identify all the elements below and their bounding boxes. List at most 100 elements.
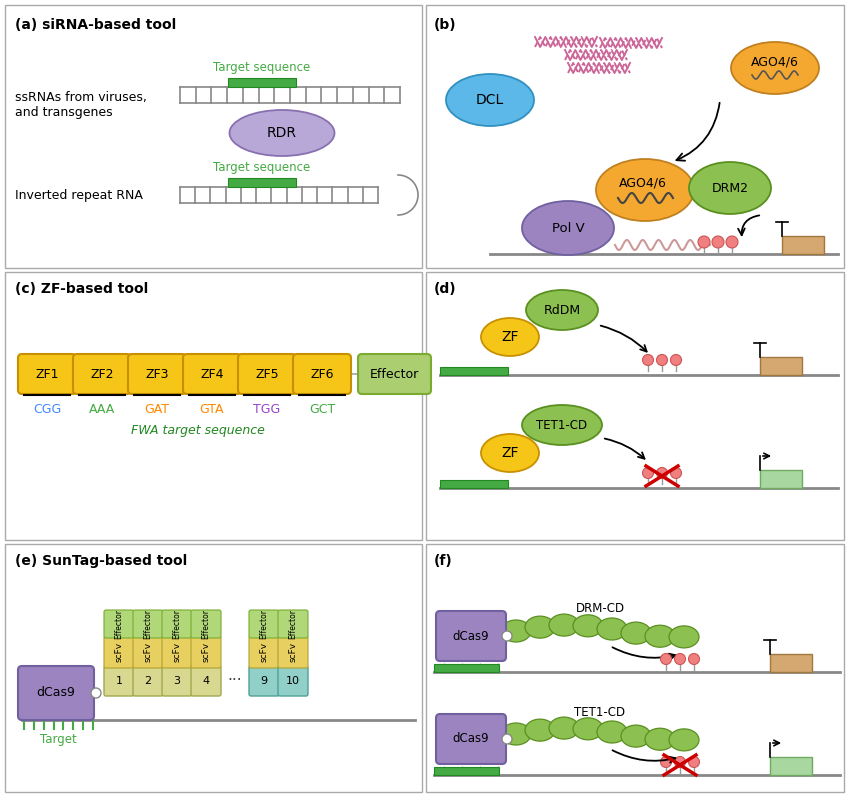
Ellipse shape: [689, 162, 771, 214]
FancyBboxPatch shape: [18, 666, 94, 720]
Bar: [440, 480, 508, 488]
Bar: [770, 654, 812, 672]
FancyBboxPatch shape: [162, 666, 192, 696]
Ellipse shape: [645, 625, 675, 647]
Text: Effector: Effector: [115, 609, 123, 639]
FancyBboxPatch shape: [238, 354, 296, 394]
Ellipse shape: [481, 318, 539, 356]
Text: TGG: TGG: [253, 402, 280, 415]
Ellipse shape: [597, 618, 627, 640]
Text: 1: 1: [116, 676, 122, 686]
Text: scFv: scFv: [173, 642, 182, 662]
Text: Pol V: Pol V: [552, 222, 584, 234]
Circle shape: [643, 468, 654, 478]
Text: TET1-CD: TET1-CD: [536, 418, 587, 431]
Bar: [228, 78, 296, 87]
Text: scFv: scFv: [259, 642, 269, 662]
Text: dCas9: dCas9: [453, 630, 490, 642]
Text: ···: ···: [228, 673, 242, 689]
FancyBboxPatch shape: [104, 610, 134, 638]
FancyBboxPatch shape: [358, 354, 431, 394]
Text: (e) SunTag-based tool: (e) SunTag-based tool: [15, 554, 187, 568]
Text: (a) siRNA-based tool: (a) siRNA-based tool: [15, 18, 176, 32]
Text: ssRNAs from viruses,
and transgenes: ssRNAs from viruses, and transgenes: [15, 91, 147, 119]
Text: 10: 10: [286, 676, 300, 686]
FancyBboxPatch shape: [183, 354, 241, 394]
Text: scFv: scFv: [201, 642, 211, 662]
Ellipse shape: [731, 42, 819, 94]
Circle shape: [688, 654, 700, 665]
Text: ZF: ZF: [502, 446, 518, 460]
Text: Effector: Effector: [201, 609, 211, 639]
Text: FWA target sequence: FWA target sequence: [131, 423, 265, 437]
Text: ZF5: ZF5: [255, 367, 279, 380]
Ellipse shape: [522, 405, 602, 445]
Text: scFv: scFv: [144, 642, 152, 662]
Circle shape: [698, 236, 710, 248]
Bar: [434, 767, 499, 775]
Circle shape: [656, 468, 667, 478]
FancyBboxPatch shape: [191, 666, 221, 696]
Text: ZF1: ZF1: [35, 367, 59, 380]
Text: AAA: AAA: [89, 402, 115, 415]
Ellipse shape: [446, 74, 534, 126]
Text: dCas9: dCas9: [37, 686, 76, 700]
Text: ZF: ZF: [502, 330, 518, 344]
Text: (b): (b): [434, 18, 456, 32]
FancyBboxPatch shape: [18, 354, 76, 394]
Ellipse shape: [549, 614, 579, 636]
Text: dCas9: dCas9: [453, 732, 490, 745]
Ellipse shape: [526, 290, 598, 330]
Text: 2: 2: [144, 676, 151, 686]
Text: DRM-CD: DRM-CD: [575, 603, 625, 615]
Circle shape: [643, 355, 654, 366]
Bar: [434, 664, 499, 672]
Text: (f): (f): [434, 554, 453, 568]
FancyBboxPatch shape: [293, 354, 351, 394]
Ellipse shape: [481, 434, 539, 472]
Text: (d): (d): [434, 282, 456, 296]
FancyBboxPatch shape: [104, 666, 134, 696]
Bar: [440, 367, 508, 375]
Circle shape: [91, 688, 101, 698]
Text: 3: 3: [173, 676, 180, 686]
Text: Target: Target: [40, 733, 76, 747]
Bar: [770, 757, 812, 775]
Circle shape: [656, 355, 667, 366]
FancyBboxPatch shape: [278, 610, 308, 638]
Text: scFv: scFv: [288, 642, 298, 662]
Text: 9: 9: [260, 676, 268, 686]
Circle shape: [660, 654, 672, 665]
Text: AGO4/6: AGO4/6: [751, 56, 799, 69]
Circle shape: [712, 236, 724, 248]
FancyBboxPatch shape: [133, 666, 163, 696]
Text: DCL: DCL: [476, 93, 504, 107]
Circle shape: [726, 236, 738, 248]
Text: DRM2: DRM2: [711, 182, 749, 194]
Text: RDR: RDR: [267, 126, 297, 140]
Circle shape: [660, 756, 672, 768]
Text: Effector: Effector: [173, 609, 182, 639]
Text: scFv: scFv: [115, 642, 123, 662]
Ellipse shape: [525, 719, 555, 741]
Ellipse shape: [621, 622, 651, 644]
Text: CGG: CGG: [33, 402, 61, 415]
Text: RdDM: RdDM: [543, 304, 581, 316]
Circle shape: [502, 734, 512, 744]
FancyBboxPatch shape: [249, 666, 279, 696]
Ellipse shape: [501, 723, 531, 745]
Ellipse shape: [597, 721, 627, 743]
FancyBboxPatch shape: [133, 636, 163, 668]
Ellipse shape: [549, 717, 579, 739]
Ellipse shape: [525, 616, 555, 638]
FancyBboxPatch shape: [104, 636, 134, 668]
Bar: [782, 236, 824, 254]
Text: Effector: Effector: [259, 609, 269, 639]
FancyBboxPatch shape: [436, 611, 506, 661]
Text: ZF6: ZF6: [310, 367, 334, 380]
FancyBboxPatch shape: [73, 354, 131, 394]
FancyBboxPatch shape: [133, 610, 163, 638]
Bar: [760, 357, 802, 375]
Ellipse shape: [596, 159, 694, 221]
Text: Inverted repeat RNA: Inverted repeat RNA: [15, 189, 143, 202]
